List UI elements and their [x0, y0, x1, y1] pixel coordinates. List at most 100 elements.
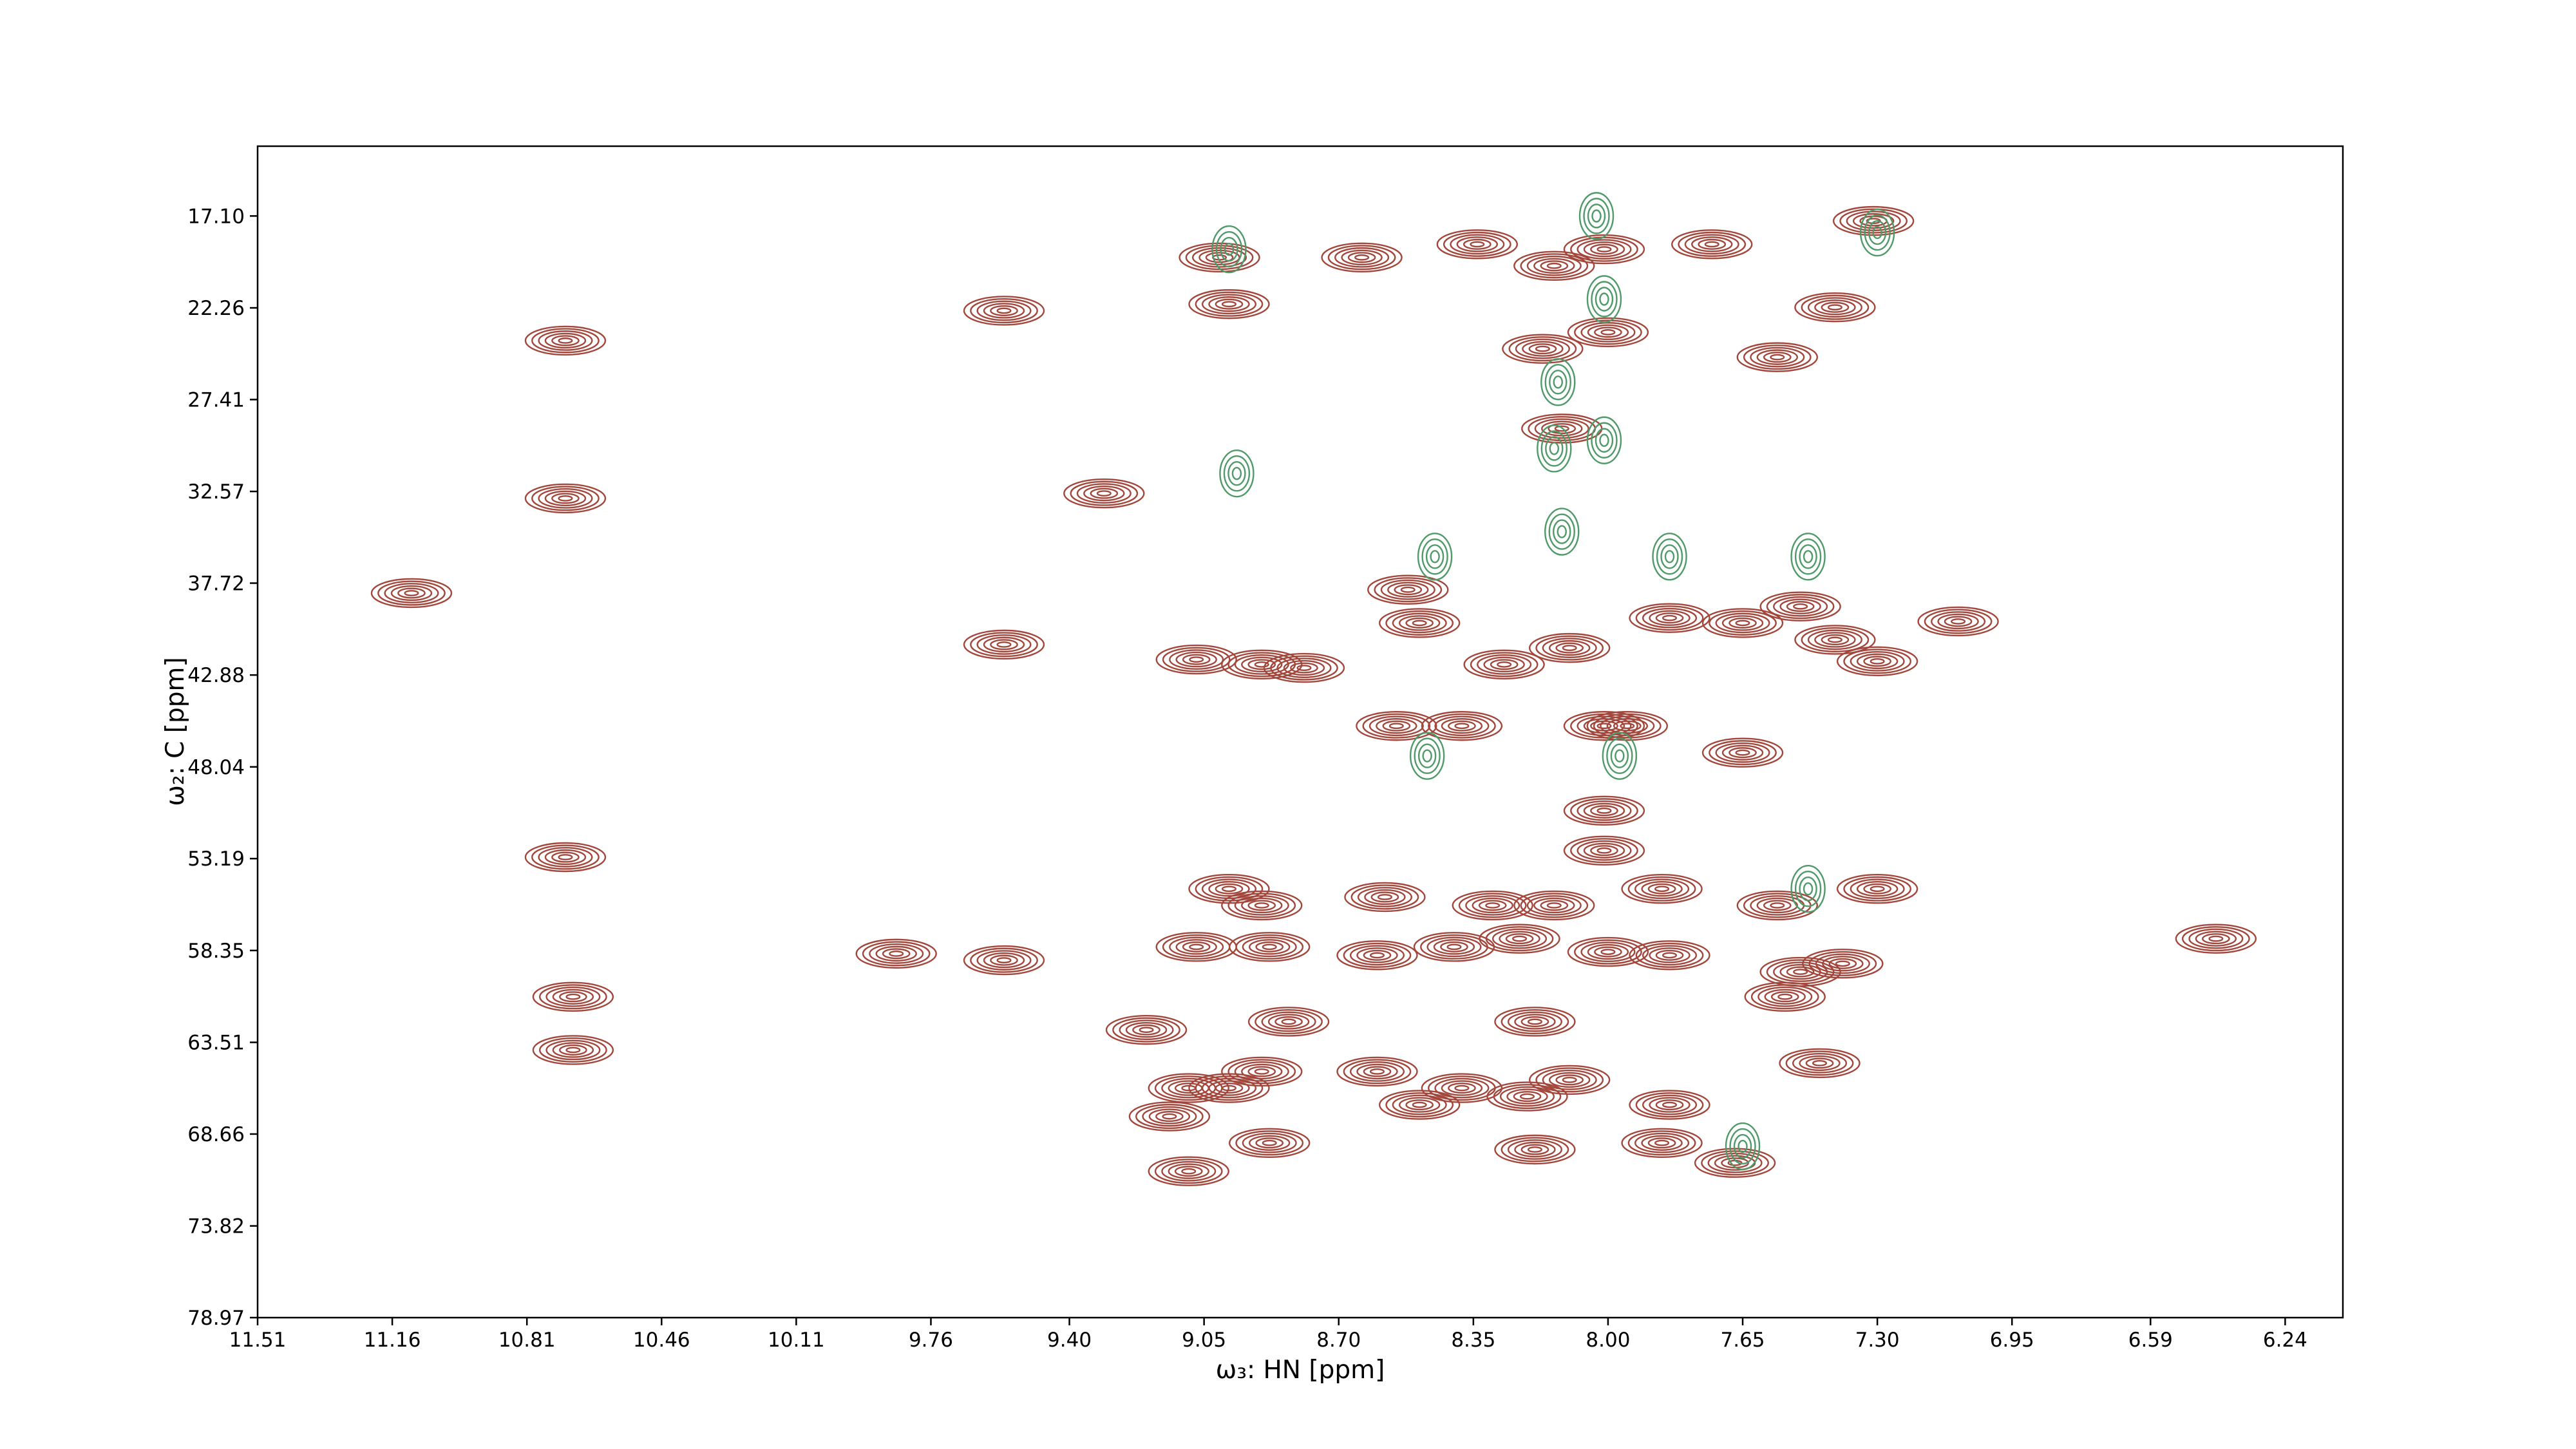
contour-level — [1794, 292, 1876, 323]
contour-level — [1201, 878, 1257, 900]
contour-level — [1235, 1130, 1304, 1156]
contour-level — [1477, 654, 1532, 675]
peak — [532, 1035, 614, 1065]
contour-level — [1662, 1101, 1678, 1108]
contour-level — [1472, 897, 1513, 914]
peak — [1917, 606, 1999, 637]
contour-level — [1369, 1068, 1385, 1075]
contour-level — [1241, 1063, 1283, 1080]
peak — [1494, 1007, 1576, 1037]
peak — [1211, 225, 1247, 274]
contour-level — [1827, 304, 1842, 311]
contour-level — [1398, 1097, 1441, 1113]
contour-level — [1274, 1016, 1303, 1028]
contour-level — [1281, 1018, 1296, 1025]
contour-level — [1715, 742, 1770, 763]
contour-level — [1501, 1009, 1569, 1035]
contour-level — [1620, 723, 1635, 730]
contour-level — [1174, 1083, 1203, 1094]
contour-level — [1229, 932, 1311, 962]
contour-level — [1763, 352, 1792, 363]
peak — [1463, 649, 1545, 680]
peak — [1528, 632, 1611, 663]
contour-level — [1363, 1066, 1392, 1077]
peak — [1629, 940, 1710, 971]
contour-level — [1647, 1137, 1676, 1149]
contour-level — [1452, 890, 1533, 921]
contour-level — [1526, 895, 1582, 916]
contour-level — [1417, 533, 1453, 581]
contour-level — [1441, 718, 1483, 734]
contour-level — [1405, 1099, 1434, 1111]
contour-level — [1414, 737, 1441, 774]
contour-level — [1519, 1093, 1535, 1100]
contour-level — [1574, 319, 1642, 345]
contour-level — [1777, 993, 1793, 1000]
contour-level — [1234, 1061, 1289, 1082]
peak — [855, 938, 937, 969]
x-tick-label: 9.76 — [909, 1329, 953, 1352]
contour-level — [1701, 737, 1784, 768]
contour-level — [1596, 246, 1612, 252]
contour-level — [1494, 1134, 1576, 1165]
contour-level — [996, 641, 1012, 648]
peak — [1063, 478, 1145, 509]
contour-level — [1254, 661, 1269, 668]
contour-level — [1593, 713, 1662, 739]
contour-level — [1944, 616, 1973, 627]
contour-level — [1155, 644, 1237, 675]
contour-level — [1750, 984, 1819, 1010]
peak — [1409, 732, 1445, 780]
contour-level — [1363, 949, 1392, 961]
contour-level — [1773, 596, 1828, 617]
contour-level — [1656, 538, 1683, 575]
contour-level — [1563, 795, 1645, 826]
peak — [1629, 1090, 1710, 1120]
contour-level — [1436, 229, 1519, 260]
contour-level — [559, 991, 587, 1003]
contour-level — [1759, 591, 1841, 621]
contour-level — [558, 495, 573, 502]
peak — [1563, 795, 1645, 826]
contour-level — [1412, 1101, 1427, 1108]
peak — [963, 296, 1045, 326]
peak — [963, 945, 1045, 976]
contour-level — [1807, 297, 1862, 318]
contour-level — [1548, 1072, 1591, 1088]
contour-level — [1195, 291, 1264, 317]
peak — [1219, 449, 1255, 498]
contour-level — [1234, 895, 1289, 916]
peak — [1378, 1090, 1461, 1120]
contour-level — [1786, 601, 1815, 612]
contour-level — [1189, 943, 1204, 951]
contour-level — [1535, 1067, 1604, 1093]
contour-level — [1227, 1059, 1296, 1084]
peak — [1421, 1073, 1503, 1103]
contour-level — [1736, 342, 1818, 372]
contour-level — [1591, 422, 1618, 459]
contour-level — [1590, 805, 1618, 817]
contour-level — [1420, 934, 1488, 960]
contour-level — [1188, 289, 1270, 319]
peak — [1494, 1134, 1576, 1165]
contour-level — [1596, 847, 1612, 854]
contour-level — [1542, 1070, 1597, 1090]
contour-level — [970, 947, 1038, 973]
contour-level — [559, 1044, 587, 1056]
contour-level — [1570, 798, 1638, 824]
peak — [1544, 507, 1580, 556]
contour-level — [1583, 802, 1625, 819]
contour-level — [882, 948, 911, 960]
contour-level — [1599, 292, 1609, 306]
contour-level — [1635, 605, 1704, 631]
contour-level — [1458, 893, 1527, 918]
peak — [1567, 936, 1649, 967]
contour-level — [1221, 886, 1237, 893]
contour-level — [1283, 659, 1325, 676]
contour-level — [538, 847, 593, 867]
y-tick-label: 17.10 — [187, 205, 245, 228]
contour-level — [1649, 1097, 1690, 1113]
contour-level — [1606, 718, 1649, 734]
contour-level — [1799, 876, 1817, 902]
contour-level — [404, 590, 419, 596]
